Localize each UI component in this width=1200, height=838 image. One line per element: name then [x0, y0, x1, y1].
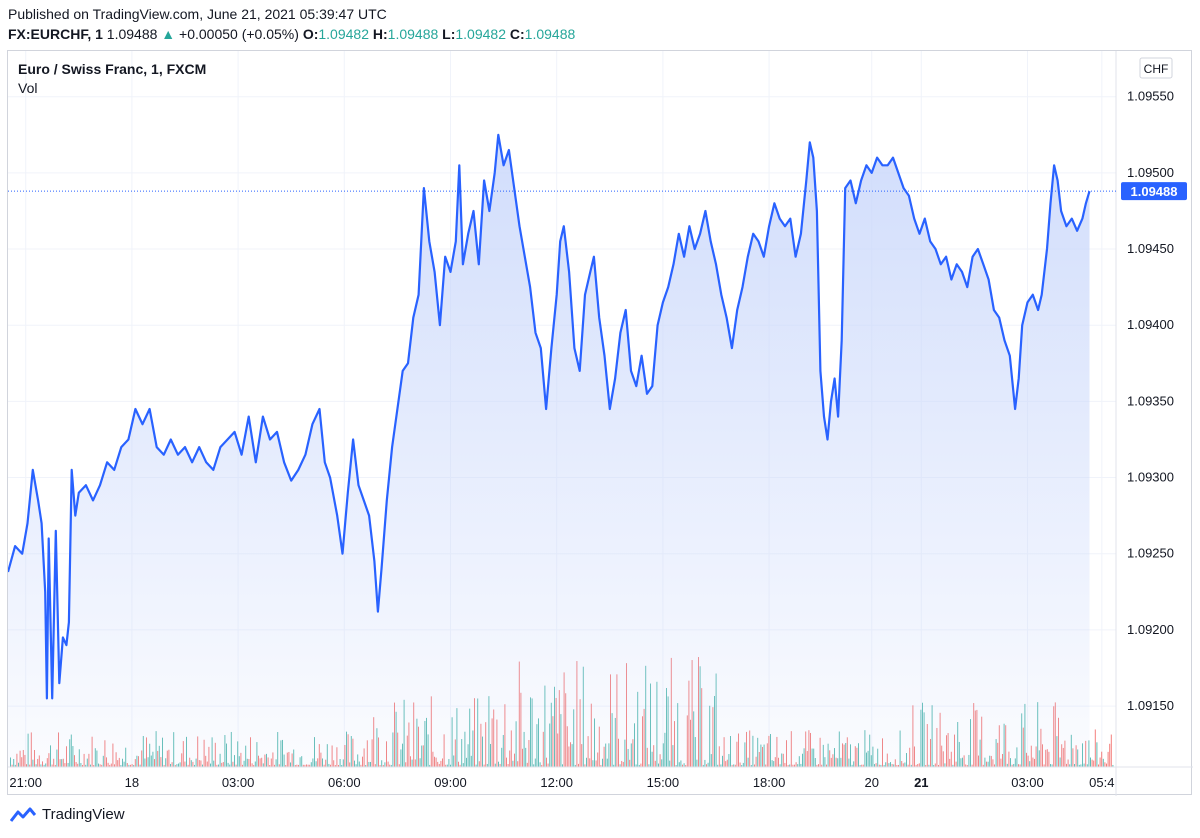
chart-labels: 1.09488 CHF Euro / Swiss Franc, 1, FXCM Vol — [8, 57, 1187, 201]
area-fill — [8, 134, 1090, 768]
x-tick-label: 21:00 — [9, 775, 42, 790]
x-tick-label: 06:00 — [328, 775, 361, 790]
volume-bar — [1093, 760, 1095, 767]
high-value: 1.09488 — [387, 26, 439, 42]
volume-bar — [1107, 751, 1109, 767]
axes: 1.09550 1.09500 1.09450 1.09400 1.09350 1.093… — [8, 51, 1193, 796]
x-tick-label: 12:00 — [540, 775, 573, 790]
series-line-path — [8, 133, 1091, 700]
volume-bar — [1098, 764, 1099, 767]
open-label: O: — [302, 26, 319, 42]
volume-bar — [1099, 757, 1101, 767]
volume-bar — [1091, 759, 1093, 767]
open-value: 1.09482 — [318, 26, 369, 42]
y-tick-label: 1.09250 — [1127, 546, 1174, 561]
volume-bar — [1090, 757, 1091, 767]
y-tick-label: 1.09200 — [1127, 622, 1174, 637]
volume-bar — [1096, 742, 1098, 767]
chart-title: Euro / Swiss Franc, 1, FXCM — [18, 61, 206, 77]
chart-frame[interactable]: 1.09550 1.09500 1.09450 1.09400 1.09350 1.093… — [7, 50, 1193, 796]
volume-bar — [1106, 763, 1107, 767]
tradingview-logo[interactable]: TradingView — [10, 806, 125, 823]
x-tick-label: 18:00 — [753, 775, 786, 790]
y-tick-label: 1.09550 — [1127, 89, 1174, 104]
x-tick-label: 03:00 — [1011, 775, 1044, 790]
close-value: 1.09488 — [524, 26, 576, 42]
area-fill-path — [8, 134, 1090, 768]
x-tick-label: 20 — [865, 775, 879, 790]
volume-bar — [1112, 764, 1114, 767]
close-label: C: — [509, 26, 525, 42]
y-tick-label: 1.09300 — [1127, 470, 1174, 485]
x-tick-label: 15:00 — [647, 775, 680, 790]
x-tick-label: 21 — [914, 775, 928, 790]
volume-bar — [1101, 751, 1103, 767]
volume-legend: Vol — [18, 80, 37, 96]
low-label: L: — [442, 26, 456, 42]
last-price: 1.09488 — [106, 26, 158, 42]
high-label: H: — [372, 26, 388, 42]
volume-bar — [1109, 743, 1111, 767]
x-tick-label: 05:4 — [1089, 775, 1114, 790]
currency-label: CHF — [1144, 62, 1169, 76]
volume-bar — [1104, 762, 1106, 767]
published-note: Published on TradingView.com, June 21, 2… — [8, 6, 387, 22]
y-tick-label: 1.09450 — [1127, 241, 1174, 256]
symbol-label[interactable]: FX:EURCHF, 1 — [8, 26, 103, 42]
volume-bar — [1094, 729, 1096, 767]
y-tick-label: 1.09150 — [1127, 698, 1174, 713]
volume-bar — [1110, 734, 1112, 767]
currency-badge — [1139, 57, 1173, 79]
brand-name: TradingView — [42, 806, 125, 823]
last-price-tag — [1121, 182, 1187, 201]
y-tick-label: 1.09500 — [1127, 165, 1174, 180]
price-change: +0.00050 (+0.05%) — [179, 26, 299, 42]
last-price-tag-label: 1.09488 — [1131, 184, 1178, 199]
volume-bar — [1102, 758, 1104, 767]
low-value: 1.09482 — [455, 26, 506, 42]
x-tick-label: 09:00 — [434, 775, 467, 790]
quote-line: FX:EURCHF, 1 1.09488 ▲ +0.00050 (+0.05%)… — [8, 26, 575, 42]
y-tick-label: 1.09400 — [1127, 317, 1174, 332]
x-tick-label: 03:00 — [222, 775, 255, 790]
price-chart[interactable]: 1.09550 1.09500 1.09450 1.09400 1.09350 1.093… — [8, 51, 1193, 796]
series-line — [8, 133, 1091, 700]
y-tick-label: 1.09350 — [1127, 393, 1174, 408]
up-arrow-icon: ▲ — [161, 26, 176, 42]
x-tick-label: 18 — [125, 775, 139, 790]
tradingview-logo-icon — [10, 807, 36, 822]
